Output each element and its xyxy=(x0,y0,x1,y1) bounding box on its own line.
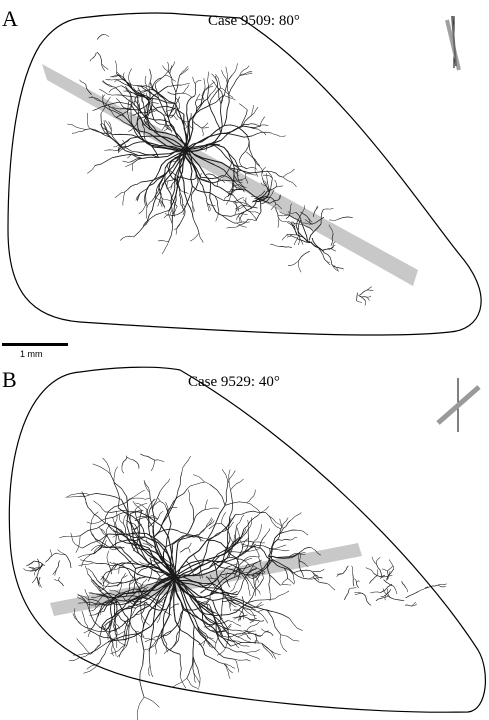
scale-bar-line xyxy=(2,343,68,346)
injection-band-b xyxy=(50,543,362,616)
case-title-b: Case 9529: 40° xyxy=(188,374,280,390)
section-outline-a xyxy=(7,12,482,336)
scale-bar-label: 1 mm xyxy=(20,349,43,359)
arbor-b xyxy=(23,453,447,720)
panel-letter-a: A xyxy=(2,6,18,31)
arbor-a xyxy=(67,34,374,306)
scale-bar: 1 mm xyxy=(2,343,68,359)
panel-a: A Case 9509: 80° xyxy=(2,6,482,336)
orientation-icon-a xyxy=(445,15,461,71)
panel-b: B Case 9529: 40° xyxy=(2,366,487,720)
panel-letter-b: B xyxy=(2,367,17,392)
injection-band-a xyxy=(42,64,418,286)
orientation-icon-b xyxy=(436,378,481,432)
section-outline-b xyxy=(8,366,487,713)
